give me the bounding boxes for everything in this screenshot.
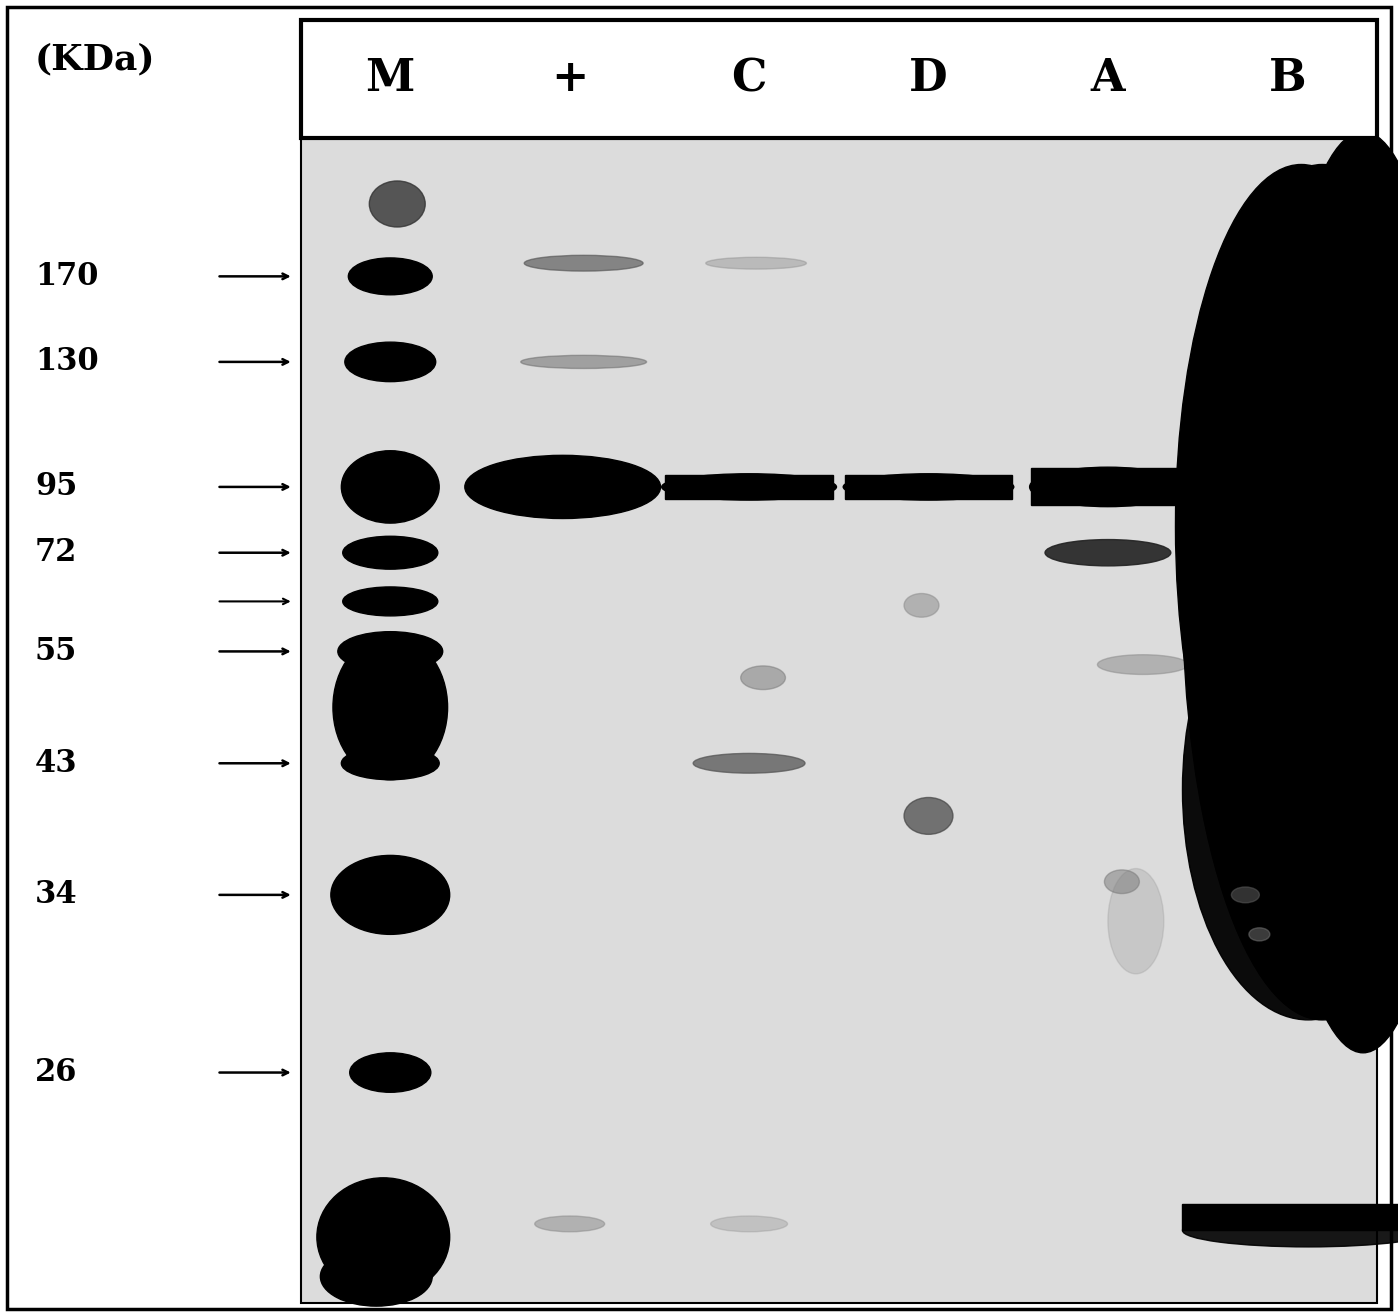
Ellipse shape [343,537,438,570]
Ellipse shape [320,1248,432,1305]
Ellipse shape [1248,928,1269,941]
Ellipse shape [1044,540,1172,566]
Ellipse shape [345,342,436,382]
Ellipse shape [710,1216,787,1232]
Text: C: C [731,58,766,100]
Ellipse shape [1183,559,1398,1020]
Text: 130: 130 [35,346,99,378]
Bar [1183,1204,1398,1230]
Ellipse shape [905,797,953,834]
Ellipse shape [661,474,836,500]
Ellipse shape [1183,164,1398,1020]
Ellipse shape [1029,467,1186,507]
Text: 55: 55 [35,636,77,667]
Ellipse shape [343,587,438,616]
Text: 43: 43 [35,747,77,779]
Ellipse shape [1176,164,1398,888]
Ellipse shape [1183,1213,1398,1248]
Text: D: D [909,58,948,100]
Text: 26: 26 [35,1057,77,1088]
Text: M: M [366,58,415,100]
Ellipse shape [338,632,443,671]
Ellipse shape [369,182,425,228]
Text: 170: 170 [35,261,98,292]
Ellipse shape [333,636,447,779]
Ellipse shape [524,255,643,271]
Bar [1030,468,1184,505]
Ellipse shape [693,753,805,772]
Ellipse shape [706,258,807,270]
Bar [301,132,1377,1303]
Ellipse shape [464,455,660,519]
Ellipse shape [555,462,640,512]
Text: A: A [1090,58,1125,100]
Ellipse shape [331,855,450,934]
Text: B: B [1268,58,1306,100]
Ellipse shape [1232,887,1260,903]
Bar [844,475,1012,499]
Ellipse shape [317,1178,450,1296]
Ellipse shape [1104,870,1139,894]
Text: (KDa): (KDa) [35,42,155,76]
Ellipse shape [534,1216,604,1232]
Ellipse shape [1097,655,1188,674]
Ellipse shape [905,594,939,617]
Ellipse shape [520,355,646,368]
Text: +: + [551,58,589,100]
Ellipse shape [341,746,439,779]
Ellipse shape [1265,132,1398,1053]
Text: 72: 72 [35,537,77,569]
Bar [301,20,1377,138]
Ellipse shape [348,258,432,295]
Ellipse shape [341,450,439,522]
Text: 34: 34 [35,879,77,911]
Ellipse shape [350,1053,431,1092]
Ellipse shape [843,474,1014,500]
Ellipse shape [741,666,786,690]
Ellipse shape [1107,869,1163,974]
Text: 95: 95 [35,471,77,503]
Bar [665,475,833,499]
